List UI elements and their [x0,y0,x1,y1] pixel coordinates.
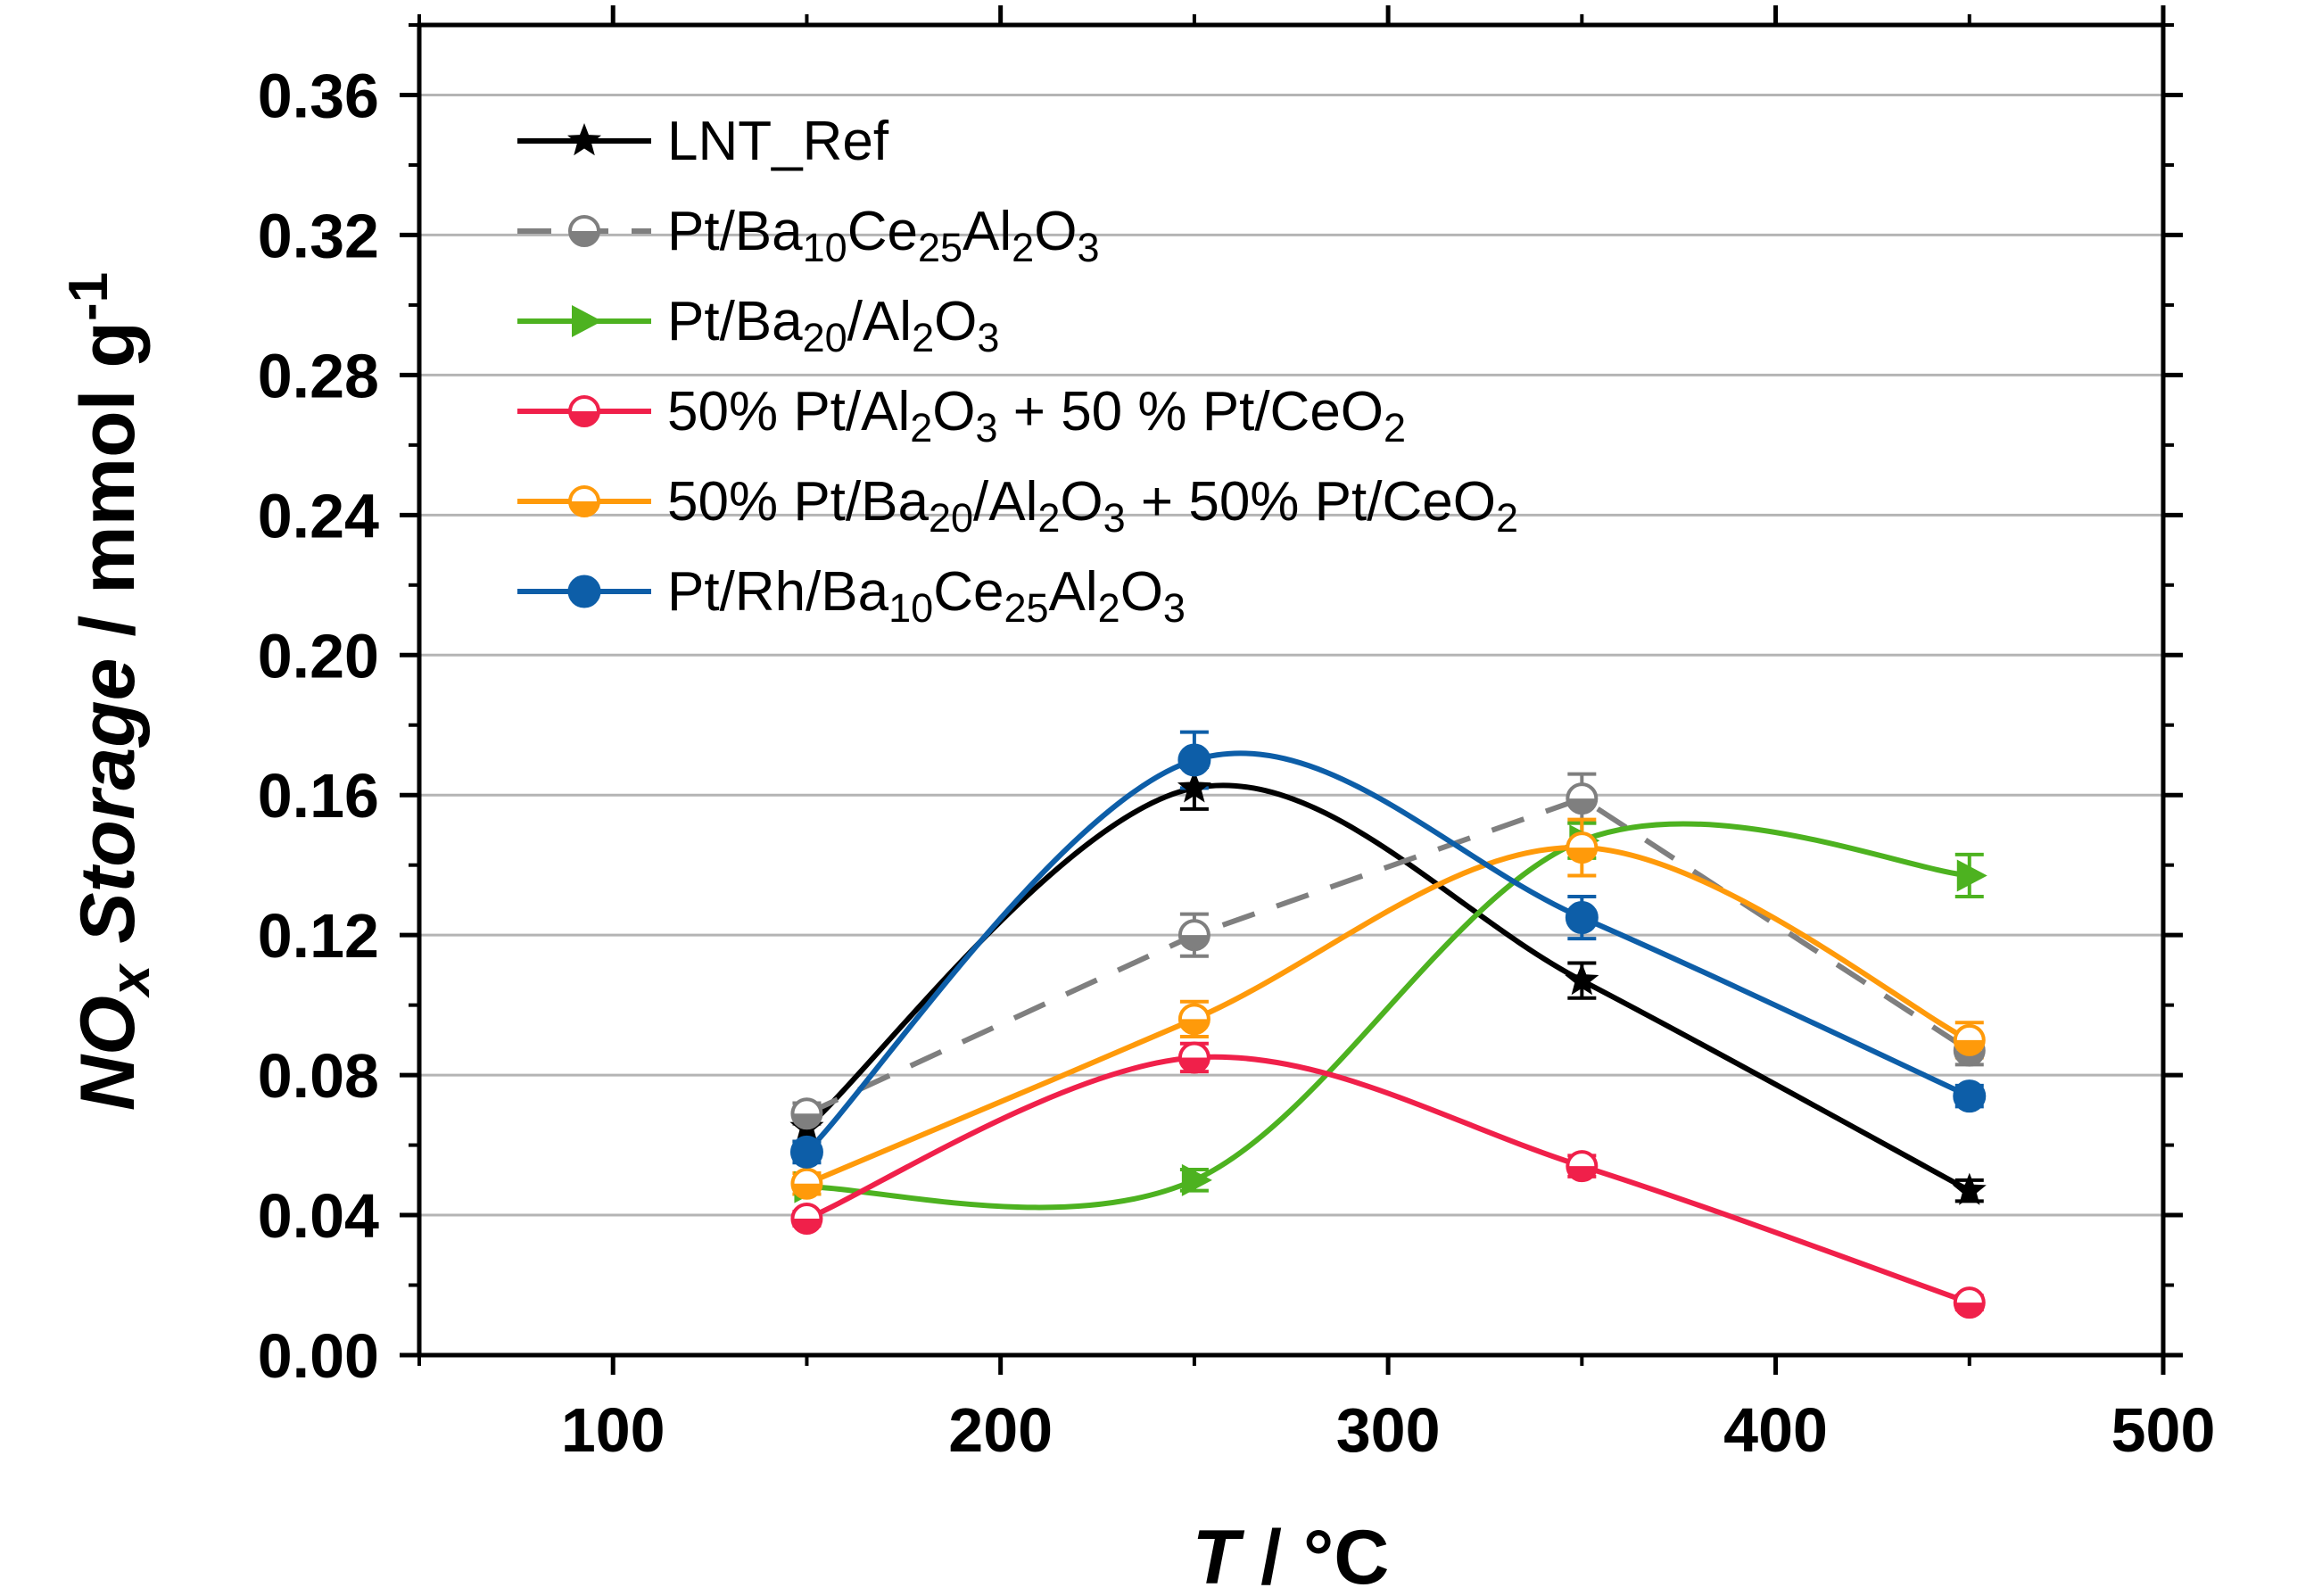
x-tick-label-200: 200 [948,1395,1053,1465]
y-tick-labels: 0.00 0.04 0.08 0.12 0.16 0.20 0.24 0.28 0.32 0.36 [258,61,379,1391]
data-point-50-pt-al2o3-50-pt-ceo2-250 [1177,1041,1210,1074]
x-tick-label-100: 100 [561,1395,665,1465]
y-tick-label-0-36: 0.36 [258,61,379,130]
x-tick-label-500: 500 [2111,1395,2216,1465]
legend-marker-pt-ba10ce25al2o3-fill [570,231,599,245]
data-point-50-pt-al2o3-50-pt-ceo2-150-fill [792,1218,822,1233]
x-tick-label-300: 300 [1336,1395,1441,1465]
data-point-pt-rh-ba10ce25al2o3-250 [1177,743,1211,777]
data-point-pt-ba10ce25al2o3-150 [790,1097,823,1130]
series-line-pt-ba10ce25al2o3 [806,796,1971,1116]
data-point-50-pt-al2o3-50-pt-ceo2-150 [790,1202,823,1235]
data-point-pt-ba10ce25al2o3-350 [1566,782,1599,815]
gridlines [419,93,2163,1217]
series-curves [805,750,1971,1305]
data-point-lnt-ref-450 [1952,1172,1987,1205]
data-point-50-pt-ba20-al2o3-50-pt-ceo2-450-fill [1954,1039,1984,1054]
legend-marker-pt-rh-ba10ce25al2o3 [567,575,601,608]
legend-item-pt-ba20-al2o3: Pt/Ba20/Al2O3 [517,291,999,360]
legend-item-lnt-ref: LNT_Ref [517,111,889,172]
y-tick-label-0-04: 0.04 [258,1181,379,1251]
y-axis-title: NOx Storage / mmol g-1 [58,272,161,1111]
legend-label-pt-rh-ba10ce25al2o3: Pt/Rh/Ba10Ce25Al2O3 [667,561,1186,631]
legend-label-pt-ba20-al2o3: Pt/Ba20/Al2O3 [667,291,999,360]
data-point-50-pt-al2o3-50-pt-ceo2-350-fill [1567,1166,1597,1181]
data-point-50-pt-al2o3-50-pt-ceo2-350 [1566,1150,1599,1183]
legend-label-pt-ba10ce25al2o3: Pt/Ba10Ce25Al2O3 [667,201,1099,270]
data-point-50-pt-ba20-al2o3-50-pt-ceo2-150-fill [792,1183,822,1198]
data-point-pt-ba20-al2o3-250 [1181,1163,1212,1196]
data-point-pt-ba10ce25al2o3-250 [1177,919,1210,952]
data-markers [789,743,1987,1319]
data-point-pt-ba10ce25al2o3-250-fill [1179,935,1209,950]
x-tick-label-400: 400 [1723,1395,1828,1465]
legend: LNT_Ref Pt/Ba10Ce25Al2O3 Pt/Ba20/Al2O3 50% … [517,111,1518,631]
y-tick-label-0-00: 0.00 [258,1321,379,1391]
series-line-50-pt-al2o3-50-pt-ceo2 [806,1054,1971,1305]
data-point-50-pt-al2o3-50-pt-ceo2-450 [1953,1286,1986,1319]
y-tick-label-0-24: 0.24 [258,481,379,550]
data-point-pt-ba10ce25al2o3-150-fill [792,1113,822,1129]
data-point-50-pt-al2o3-50-pt-ceo2-250-fill [1179,1057,1209,1072]
legend-label-50-pt-ba20-al2o3-50-pt-ceo2: 50% Pt/Ba20/Al2O3 + 50% Pt/CeO2 [667,471,1518,541]
data-point-pt-ba10ce25al2o3-350-fill [1567,798,1597,814]
series-line-pt-rh-ba10ce25al2o3 [805,750,1971,1154]
x-axis-title: T / °C [1193,1515,1390,1596]
data-point-50-pt-al2o3-50-pt-ceo2-450-fill [1954,1302,1984,1318]
legend-item-pt-ba10ce25al2o3: Pt/Ba10Ce25Al2O3 [517,201,1099,270]
series-line-pt-ba20-al2o3 [806,821,1971,1211]
legend-marker-lnt-ref [567,123,601,156]
data-point-pt-rh-ba10ce25al2o3-450 [1953,1079,1987,1113]
data-point-pt-ba20-al2o3-450 [1956,859,1987,892]
y-tick-label-0-32: 0.32 [258,201,379,270]
legend-marker-pt-ba20-al2o3 [572,305,602,337]
data-point-50-pt-ba20-al2o3-50-pt-ceo2-250-fill [1179,1019,1209,1034]
legend-marker-pt-ba10ce25al2o3 [568,215,600,247]
plot-frame [417,22,2166,1358]
data-point-50-pt-ba20-al2o3-50-pt-ceo2-350-fill [1567,848,1597,863]
legend-item-pt-rh-ba10ce25al2o3: Pt/Rh/Ba10Ce25Al2O3 [517,561,1186,631]
legend-item-50-pt-al2o3-50-pt-ceo2: 50% Pt/Al2O3 + 50 % Pt/CeO2 [517,381,1406,451]
data-point-50-pt-ba20-al2o3-50-pt-ceo2-450 [1953,1023,1986,1056]
legend-marker-50-pt-ba20-al2o3-50-pt-ceo2 [568,485,600,517]
data-point-50-pt-ba20-al2o3-50-pt-ceo2-250 [1177,1003,1210,1036]
legend-marker-50-pt-al2o3-50-pt-ceo2-fill [570,411,599,426]
legend-item-50-pt-ba20-al2o3-50-pt-ceo2: 50% Pt/Ba20/Al2O3 + 50% Pt/CeO2 [517,471,1518,541]
x-tick-labels: 100 200 300 400 500 [561,1395,2216,1465]
series-line-50-pt-ba20-al2o3-50-pt-ceo2 [806,845,1971,1187]
legend-marker-50-pt-al2o3-50-pt-ceo2 [568,395,600,427]
legend-marker-50-pt-ba20-al2o3-50-pt-ceo2-fill [570,501,599,516]
data-point-50-pt-ba20-al2o3-50-pt-ceo2-350 [1566,831,1599,864]
data-point-lnt-ref-250 [1177,770,1211,803]
data-point-pt-rh-ba10ce25al2o3-350 [1565,901,1599,935]
data-point-pt-rh-ba10ce25al2o3-150 [789,1135,823,1169]
legend-label-lnt-ref: LNT_Ref [667,111,889,172]
y-tick-label-0-16: 0.16 [258,761,379,831]
data-point-lnt-ref-350 [1565,963,1599,996]
axis-ticks [400,5,2183,1375]
data-point-50-pt-ba20-al2o3-50-pt-ceo2-150 [790,1167,823,1200]
y-tick-label-0-20: 0.20 [258,621,379,690]
y-tick-label-0-12: 0.12 [258,901,379,971]
legend-label-50-pt-al2o3-50-pt-ceo2: 50% Pt/Al2O3 + 50 % Pt/CeO2 [667,381,1406,451]
y-tick-label-0-28: 0.28 [258,341,379,410]
y-tick-label-0-08: 0.08 [258,1041,379,1111]
